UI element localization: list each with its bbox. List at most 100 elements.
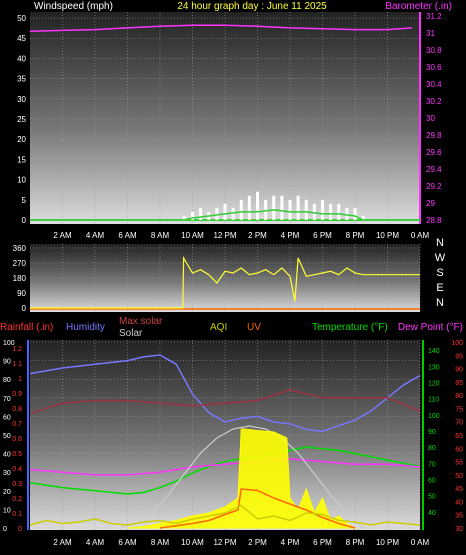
direction-ytick-label: 0 [22, 304, 27, 313]
dew-point-legend: Dew Point (°F) [398, 322, 463, 333]
barometer-ytick-label: 29 [426, 199, 435, 208]
rain-ytick-label: 0.4 [12, 466, 22, 473]
humidity-ytick-label: 90 [3, 359, 11, 366]
wind-ytick-label: 15 [17, 155, 26, 164]
temp-ytick-label: 120 [428, 380, 440, 387]
weather-xtick-label: 6 PM [313, 538, 332, 547]
weather-xtick-label: 10 PM [376, 538, 399, 547]
uv-legend: UV [247, 322, 261, 333]
humidity-ytick-label: 80 [3, 377, 11, 384]
dew-ytick-label: 45 [455, 486, 463, 493]
barometer-ytick-label: 30.4 [426, 80, 442, 89]
weather-series-5-line [159, 488, 356, 529]
barometer-ytick-label: 29.2 [426, 182, 442, 191]
wind-xtick-label: 4 AM [86, 231, 105, 240]
direction-ytick-label: 360 [13, 244, 27, 253]
wind-ytick-label: 25 [17, 115, 26, 124]
rain-ytick-label: 0.7 [12, 421, 22, 428]
dew-ytick-label: 35 [455, 513, 463, 520]
wind-xtick-label: 6 AM [118, 231, 137, 240]
rain-ytick-label: 0.2 [12, 496, 22, 503]
humidity-ytick-label: 40 [3, 452, 11, 459]
wind-series-2-line [30, 209, 420, 221]
max-solar-legend: Max solar [119, 316, 163, 327]
weather-xtick-label: 4 PM [281, 538, 300, 547]
dew-ytick-label: 70 [455, 420, 463, 427]
barometer-ytick-label: 29.4 [426, 165, 442, 174]
solar-legend: Solar [119, 328, 143, 339]
barometer-ytick-label: 30 [426, 114, 435, 123]
wind-ytick-label: 50 [17, 14, 26, 23]
direction-ytick-label: 180 [13, 274, 27, 283]
wind-series-0-line [29, 24, 412, 33]
dew-ytick-label: 65 [455, 433, 463, 440]
wind-ytick-label: 10 [17, 176, 26, 185]
humidity-ytick-label: 30 [3, 470, 11, 477]
direction-ytick-label: 270 [13, 259, 27, 268]
humidity-ytick-label: 100 [3, 340, 15, 347]
wind-xtick-label: 2 AM [53, 231, 72, 240]
barometer-ytick-label: 30.6 [426, 63, 442, 72]
wind-xtick-label: 10 AM [181, 231, 204, 240]
weather-series-3-line [119, 425, 364, 529]
weather-xtick-label: 4 AM [86, 538, 105, 547]
temp-ytick-label: 70 [428, 461, 436, 468]
dew-ytick-label: 100 [451, 340, 463, 347]
weather-xtick-label: 8 PM [346, 538, 365, 547]
dew-ytick-label: 40 [455, 499, 463, 506]
dew-ytick-label: 75 [455, 406, 463, 413]
dew-ytick-label: 95 [455, 353, 463, 360]
humidity-legend: Humidity [66, 322, 105, 333]
dew-ytick-label: 50 [455, 473, 463, 480]
chart-title: 24 hour graph day : June 11 2025 [177, 1, 327, 12]
rainfall-legend: Rainfall (.in) [0, 322, 53, 333]
weather-xtick-label: 2 PM [248, 538, 267, 547]
weather-xtick-label: 12 PM [213, 538, 236, 547]
wind-ytick-label: 35 [17, 75, 26, 84]
temp-ytick-label: 100 [428, 413, 440, 420]
temp-ytick-label: 40 [428, 510, 436, 517]
barometer-ytick-label: 28.8 [426, 216, 442, 225]
wind-xtick-label: 10 PM [376, 231, 399, 240]
dew-ytick-label: 80 [455, 393, 463, 400]
humidity-ytick-label: 50 [3, 433, 11, 440]
weather-series-2-line [29, 458, 421, 476]
temp-ytick-label: 90 [428, 429, 436, 436]
dew-ytick-label: 85 [455, 380, 463, 387]
wind-xtick-label: 6 PM [313, 231, 332, 240]
humidity-ytick-label: 0 [3, 526, 7, 533]
compass-label: N [436, 237, 444, 249]
wind-ytick-label: 30 [17, 95, 26, 104]
wind-ytick-label: 0 [22, 216, 27, 225]
barometer-ytick-label: 31.2 [426, 12, 442, 21]
dew-ytick-label: 30 [455, 526, 463, 533]
wind-xtick-label: 0 AM [411, 231, 430, 240]
windspeed-axis-title: Windspeed (mph) [34, 1, 113, 12]
barometer-ytick-label: 29.6 [426, 148, 442, 157]
aqi-legend: AQI [210, 322, 227, 333]
rain-ytick-label: 0.6 [12, 436, 22, 443]
rain-ytick-label: 0.1 [12, 511, 22, 518]
wind-direction-line [30, 255, 420, 309]
barometer-ytick-label: 29.8 [426, 131, 442, 140]
temp-ytick-label: 140 [428, 348, 440, 355]
weather-series-7-line [29, 389, 421, 415]
weather-series-6-line [29, 504, 421, 526]
humidity-ytick-label: 60 [3, 414, 11, 421]
wind-xtick-label: 2 PM [248, 231, 267, 240]
compass-label: N [436, 297, 444, 309]
weather-xtick-label: 2 AM [53, 538, 72, 547]
wind-ytick-label: 45 [17, 34, 26, 43]
wind-ytick-label: 5 [22, 196, 27, 205]
compass-label: E [436, 282, 443, 294]
barometer-ytick-label: 31 [426, 29, 435, 38]
weather-xtick-label: 8 AM [151, 538, 170, 547]
dew-ytick-label: 55 [455, 460, 463, 467]
rain-ytick-label: 0.9 [12, 391, 22, 398]
wind-xtick-label: 8 PM [346, 231, 365, 240]
compass-label: W [435, 252, 446, 264]
temp-ytick-label: 130 [428, 364, 440, 371]
wind-xtick-label: 4 PM [281, 231, 300, 240]
rain-ytick-label: 0.3 [12, 481, 22, 488]
